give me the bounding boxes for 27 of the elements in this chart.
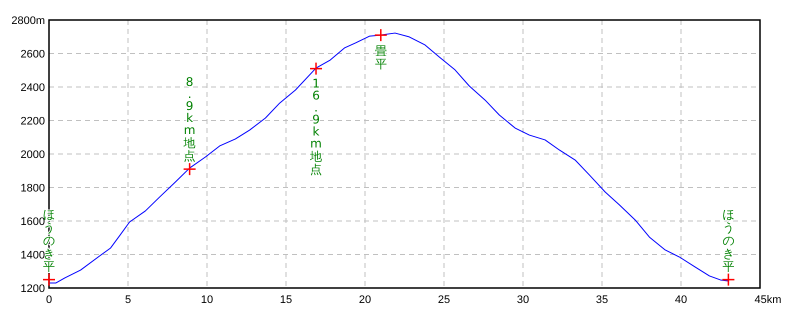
x-tick-label: 40 [674,294,688,306]
annotation: 16.9km地点 [309,76,322,177]
y-tick-label: 2200 [20,116,45,128]
annotation: 8.9km地点 [182,75,196,164]
y-tick-label: 1800 [20,182,45,194]
y-tick-label: 1600 [20,216,45,228]
x-tick-label: 0 [46,294,52,306]
x-tick-label: 45km [754,294,782,306]
x-tick-label: 5 [124,294,132,306]
point [182,162,196,176]
x-tick-label: 30 [516,294,530,306]
y-tick-label: 2000 [20,149,45,161]
annotation: 畳平 [374,44,387,72]
x-tick-label: 15 [280,294,292,306]
y-tick-label: 2400 [20,82,45,94]
y-tick-label: 2600 [20,48,45,60]
y-tick-label: 2800m [11,15,45,27]
point [374,28,388,42]
point [309,62,323,76]
x-tick-label: 10 [200,294,214,306]
point [722,272,736,286]
x-tick-label: 35 [596,294,608,306]
y-tick-label: 1200 [20,283,45,295]
x-tick-label: 20 [358,294,372,306]
y-tick-label: 1400 [20,250,45,262]
x-tick-label: 25 [438,294,450,306]
annotation: ほうのき平 [722,208,734,274]
